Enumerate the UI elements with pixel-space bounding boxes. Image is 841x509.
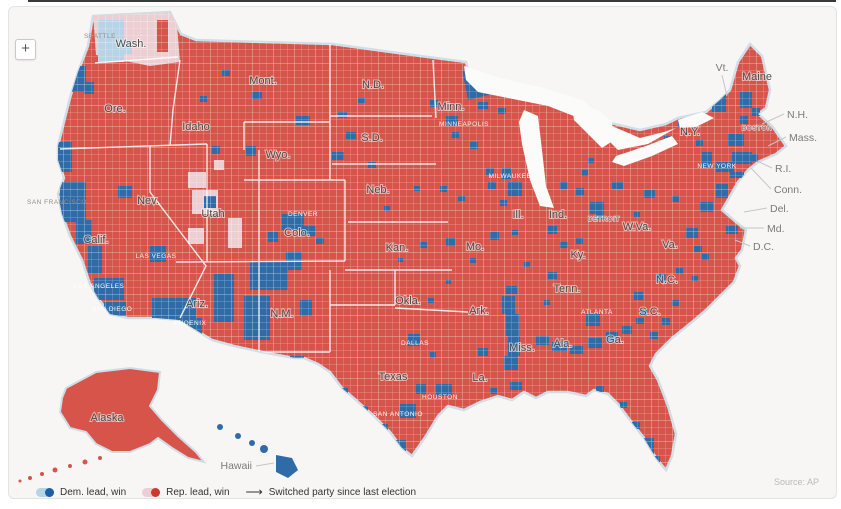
legend-dem-label: Dem. lead, win <box>60 486 127 498</box>
ontario-canada-wedge <box>606 126 676 150</box>
state-label-ore: Ore. <box>104 103 125 115</box>
city-label-san-francisco: SAN FRANCISCO <box>27 199 87 206</box>
callout-label-mass: Mass. <box>789 132 817 144</box>
state-label-wyo: Wyo. <box>266 149 291 161</box>
state-label-calif: Calif. <box>83 234 108 246</box>
city-label-milwaukee: MILWAUKEE <box>489 173 532 180</box>
legend-item-switched: ⟶ Switched party since last election <box>246 486 417 498</box>
great-lakes <box>464 66 714 208</box>
callout-label-r-i: R.I. <box>775 163 791 175</box>
state-labels: Wash. Ore. Calif. Nev. Idaho Mont. Wyo. Utah Ari… <box>82 37 773 425</box>
state-label-va: Va. <box>662 239 678 251</box>
city-label-dallas: DALLAS <box>401 340 429 347</box>
legend-item-dem: Dem. lead, win <box>36 487 126 498</box>
legend-switched-label: Switched party since last election <box>268 486 417 498</box>
city-label-los-angeles: LOS ANGELES <box>74 283 125 290</box>
state-label-mo: Mo. <box>466 241 484 253</box>
state-label-n-c: N.C. <box>656 274 678 286</box>
state-label-s-c: S.C. <box>639 306 660 318</box>
state-label-ga: Ga. <box>606 334 624 346</box>
callout-label-conn: Conn. <box>774 184 802 196</box>
state-borders <box>59 44 469 353</box>
state-label-ariz: Ariz. <box>186 298 208 310</box>
state-label-tenn: Tenn. <box>554 283 581 295</box>
state-label-w-va: W.Va. <box>623 221 652 233</box>
callout-labels: Vt. N.H. Mass. R.I. Conn. Del. Md. D.C. Hawaii <box>220 62 817 472</box>
callout-label-hawaii: Hawaii <box>220 460 252 472</box>
city-label-denver: DENVER <box>288 211 318 218</box>
state-label-alaska: Alaska <box>90 412 124 424</box>
leader-line-d-c <box>734 239 751 247</box>
dem-swatch <box>36 487 54 497</box>
city-label-minneapolis: MINNEAPOLIS <box>439 121 489 128</box>
city-label-phoenix: PHOENIX <box>174 320 207 327</box>
aleutian-islands <box>18 456 102 483</box>
state-label-neb: Neb. <box>366 184 389 196</box>
callout-label-vt: Vt. <box>716 62 729 74</box>
legend-rep-label: Rep. lead, win <box>166 486 230 498</box>
state-label-utah: Utah <box>201 208 224 220</box>
city-label-san-antonio: SAN ANTONIO <box>373 411 423 418</box>
callout-label-d-c: D.C. <box>753 241 774 253</box>
zoom-in-button[interactable]: + <box>15 39 36 60</box>
city-label-boston: BOSTON <box>742 125 772 132</box>
lake-erie <box>612 136 678 166</box>
state-label-n-y: N.Y. <box>680 126 700 138</box>
city-label-atlanta: ATLANTA <box>581 309 613 316</box>
state-label-wash: Wash. <box>116 38 147 50</box>
city-label-san-diego: SAN DIEGO <box>92 306 133 313</box>
state-label-nev: Nev. <box>137 195 159 207</box>
state-label-colo: Colo. <box>284 227 310 239</box>
callout-label-n-h: N.H. <box>787 109 808 121</box>
state-label-s-d: S.D. <box>361 132 382 144</box>
rep-swatch <box>142 487 161 497</box>
city-label-new-york: NEW YORK <box>697 163 736 170</box>
leader-line-del <box>743 207 768 213</box>
legend-item-rep: Rep. lead, win <box>142 486 230 498</box>
browser-chrome-remnant <box>28 0 836 2</box>
state-label-idaho: Idaho <box>182 121 210 133</box>
lake-michigan <box>519 110 554 208</box>
state-label-n-m: N.M. <box>270 308 293 320</box>
leader-line-r-i <box>756 160 773 169</box>
legend: Dem. lead, win Rep. lead, win ⟶ Switched… <box>36 486 416 498</box>
leader-line-conn <box>750 167 772 190</box>
state-label-ill: Ill. <box>513 209 524 221</box>
city-label-seattle: SEATTLE <box>84 33 116 40</box>
leader-line-n-h <box>761 113 785 125</box>
city-label-las-vegas: LAS VEGAS <box>136 253 177 260</box>
state-label-okla: Okla. <box>395 295 421 307</box>
alaska <box>18 366 207 483</box>
state-label-ky: Ky. <box>570 249 585 261</box>
state-label-n-d: N.D. <box>362 79 384 91</box>
lake-ontario <box>678 112 714 128</box>
callout-leader-lines <box>255 74 787 467</box>
lake-huron <box>572 106 614 148</box>
state-label-mont: Mont. <box>249 75 277 87</box>
state-label-kan: Kan. <box>386 242 409 254</box>
city-label-houston: HOUSTON <box>422 394 458 401</box>
source-attribution: Source: AP <box>773 477 819 487</box>
state-label-ind: Ind. <box>549 209 567 221</box>
state-label-ark: Ark. <box>469 305 489 317</box>
lake-superior <box>464 66 608 128</box>
state-label-ala: Ala. <box>554 338 573 350</box>
leader-line-mass <box>767 136 787 147</box>
state-label-la: La. <box>472 372 487 384</box>
city-label-detroit: DETROIT <box>588 216 620 223</box>
state-label-texas: Texas <box>379 371 408 383</box>
city-labels: SEATTLE SAN FRANCISCO LOS ANGELES SAN DIEGO… <box>27 33 772 418</box>
leader-line-vt <box>721 74 728 97</box>
state-label-maine: Maine <box>742 71 772 83</box>
callout-label-del: Del. <box>770 203 789 215</box>
leader-line-hawaii <box>255 462 275 467</box>
callout-label-md: Md. <box>767 223 785 235</box>
hawaii <box>217 424 298 478</box>
state-label-minn: Minn. <box>438 101 465 113</box>
state-label-miss: Miss. <box>509 342 535 354</box>
arrow-right-icon: ⟶ <box>245 485 263 499</box>
